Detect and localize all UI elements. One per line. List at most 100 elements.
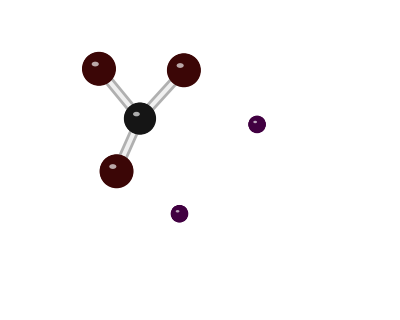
Circle shape — [250, 118, 263, 130]
Circle shape — [169, 55, 198, 84]
Circle shape — [113, 167, 116, 170]
Circle shape — [174, 208, 184, 218]
Circle shape — [249, 116, 265, 132]
Circle shape — [88, 58, 107, 77]
Circle shape — [174, 208, 184, 218]
Circle shape — [178, 212, 179, 213]
Circle shape — [169, 55, 198, 85]
Circle shape — [105, 160, 126, 180]
Circle shape — [137, 115, 138, 116]
Circle shape — [171, 205, 188, 222]
Circle shape — [87, 57, 109, 79]
Circle shape — [134, 112, 142, 120]
Circle shape — [177, 63, 187, 73]
Circle shape — [84, 53, 114, 83]
Circle shape — [130, 108, 148, 126]
Circle shape — [174, 208, 184, 219]
Circle shape — [85, 55, 112, 81]
Circle shape — [134, 112, 143, 121]
Circle shape — [112, 166, 116, 171]
Circle shape — [95, 64, 98, 68]
Circle shape — [252, 120, 260, 128]
Circle shape — [90, 60, 105, 74]
Circle shape — [94, 64, 99, 69]
Circle shape — [175, 209, 182, 216]
Circle shape — [172, 206, 186, 221]
Circle shape — [136, 114, 140, 117]
Circle shape — [174, 209, 183, 217]
Circle shape — [249, 116, 265, 132]
Circle shape — [88, 58, 108, 77]
Circle shape — [253, 121, 259, 126]
Circle shape — [131, 109, 146, 125]
Circle shape — [106, 161, 125, 179]
Circle shape — [94, 63, 100, 69]
Circle shape — [101, 155, 132, 187]
Circle shape — [171, 58, 195, 81]
Circle shape — [125, 104, 154, 133]
Circle shape — [174, 208, 184, 218]
Circle shape — [172, 206, 187, 221]
Circle shape — [177, 211, 180, 214]
Ellipse shape — [109, 164, 116, 169]
Circle shape — [176, 210, 181, 215]
Circle shape — [175, 210, 182, 216]
Circle shape — [111, 165, 118, 172]
Circle shape — [171, 57, 196, 82]
Circle shape — [175, 209, 183, 217]
Ellipse shape — [176, 210, 180, 212]
Circle shape — [105, 160, 126, 181]
Circle shape — [128, 107, 150, 129]
Circle shape — [174, 60, 191, 77]
Circle shape — [108, 163, 121, 176]
Circle shape — [109, 163, 121, 175]
Circle shape — [178, 212, 179, 213]
Ellipse shape — [253, 121, 257, 123]
Circle shape — [171, 205, 188, 222]
Circle shape — [82, 52, 116, 86]
Circle shape — [173, 207, 185, 220]
Circle shape — [127, 106, 152, 130]
Circle shape — [179, 65, 185, 71]
Circle shape — [88, 57, 108, 78]
Circle shape — [254, 121, 259, 126]
Circle shape — [96, 65, 98, 67]
Circle shape — [100, 155, 132, 187]
Circle shape — [104, 158, 128, 182]
Circle shape — [126, 105, 153, 132]
Circle shape — [134, 112, 143, 121]
Ellipse shape — [176, 63, 184, 68]
Circle shape — [171, 205, 188, 222]
Circle shape — [176, 62, 189, 75]
Circle shape — [175, 61, 190, 76]
Circle shape — [251, 118, 262, 130]
Circle shape — [177, 211, 180, 214]
Circle shape — [252, 119, 261, 128]
Circle shape — [181, 67, 182, 68]
Circle shape — [124, 103, 155, 134]
Circle shape — [177, 211, 180, 214]
Circle shape — [110, 165, 119, 173]
Circle shape — [137, 115, 138, 116]
Circle shape — [132, 110, 146, 124]
Circle shape — [253, 120, 259, 126]
Circle shape — [178, 64, 186, 72]
Circle shape — [100, 155, 133, 188]
Circle shape — [252, 119, 261, 129]
Circle shape — [176, 210, 181, 215]
Circle shape — [250, 118, 263, 130]
Circle shape — [128, 106, 151, 130]
Circle shape — [174, 208, 184, 218]
Circle shape — [179, 65, 184, 70]
Circle shape — [85, 55, 112, 82]
Circle shape — [178, 64, 185, 71]
Circle shape — [177, 63, 187, 73]
Circle shape — [83, 53, 114, 84]
Circle shape — [177, 63, 188, 74]
Circle shape — [168, 55, 199, 85]
Circle shape — [135, 113, 141, 119]
Circle shape — [254, 121, 258, 125]
Circle shape — [132, 110, 146, 124]
Circle shape — [174, 60, 192, 78]
Circle shape — [126, 104, 154, 132]
